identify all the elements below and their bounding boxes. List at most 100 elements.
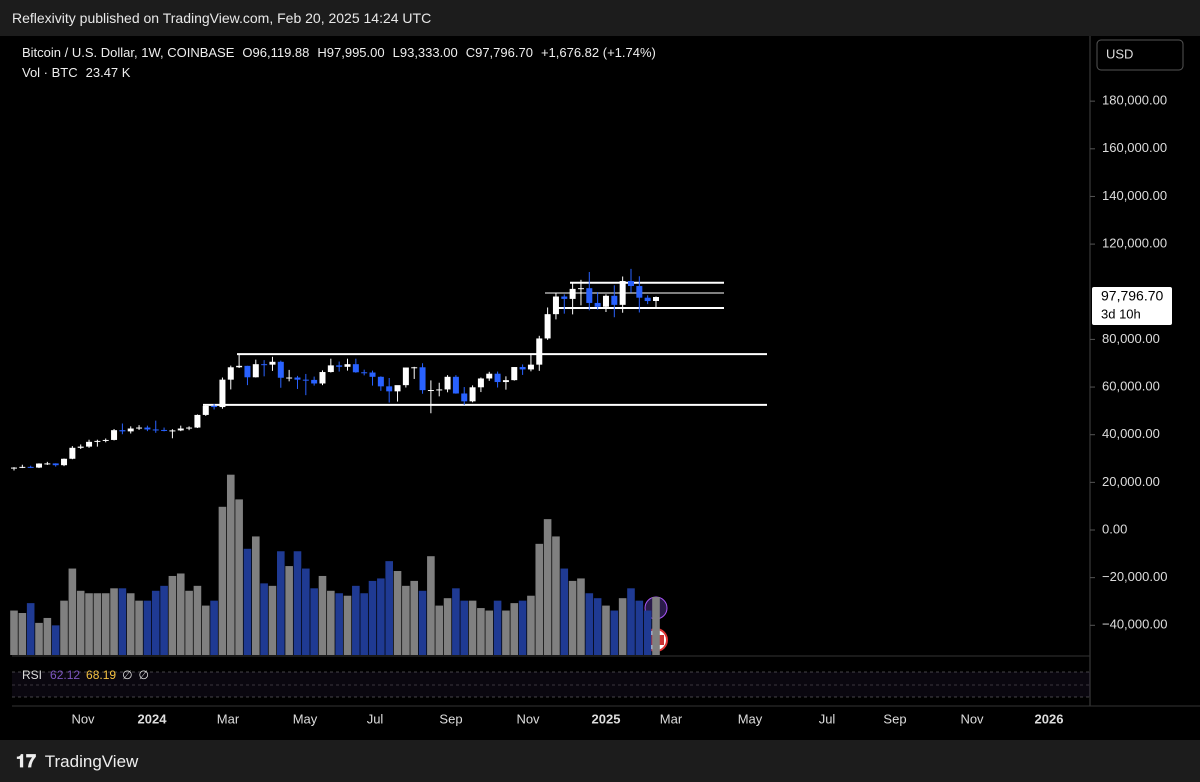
time-label: Sep: [439, 711, 462, 726]
candle-body: [627, 281, 634, 287]
candle-body: [177, 428, 184, 431]
symbol: Bitcoin / U.S. Dollar, 1W, COINBASE: [22, 45, 235, 60]
volume-bar: [385, 561, 393, 655]
volume-bar: [26, 603, 35, 655]
logo: 𝟏𝟕: [16, 751, 37, 771]
volume-bar: [443, 598, 452, 655]
rsi-extra: ∅: [122, 668, 132, 682]
candle-body: [352, 364, 359, 373]
brand: TradingView: [44, 752, 139, 771]
candle-body: [577, 288, 584, 290]
candle-body: [61, 458, 68, 466]
candle-body: [44, 463, 51, 465]
price-label: 120,000.00: [1102, 236, 1167, 251]
time-label: Jul: [367, 711, 384, 726]
volume-bar: [552, 536, 560, 655]
candle-body: [636, 286, 643, 298]
candle-body: [102, 439, 109, 441]
volume-bar: [318, 575, 327, 655]
candle-body: [411, 367, 418, 369]
volume-bar: [418, 590, 427, 655]
candle-body: [94, 440, 101, 442]
candle-body: [502, 380, 509, 383]
time-label: Nov: [960, 711, 984, 726]
candle-body: [369, 372, 376, 377]
volume-bar: [593, 598, 602, 655]
open: O96,119.88: [242, 45, 309, 60]
volume-bar: [43, 617, 52, 655]
candle-body: [77, 446, 84, 448]
rsi-legend: RSI 62.12 68.19 ∅ ∅: [22, 668, 149, 682]
candle-body: [69, 447, 76, 459]
candle-body: [552, 296, 559, 315]
volume-bar: [477, 608, 485, 655]
volume-bar: [518, 600, 527, 655]
volume-bar: [210, 600, 218, 655]
volume-bar: [176, 573, 185, 655]
candle-body: [152, 429, 159, 431]
volume-bar: [402, 585, 410, 655]
currency-button[interactable]: [1096, 39, 1184, 71]
volume-bar: [460, 600, 469, 655]
volume-bar: [543, 519, 552, 655]
time-label: Sep: [883, 711, 906, 726]
volume-bar: [201, 605, 210, 655]
candle-body: [444, 376, 451, 390]
price-label: 180,000.00: [1102, 93, 1167, 108]
volume-bar: [377, 578, 385, 655]
volume-bar: [18, 613, 27, 655]
price-label: 160,000.00: [1102, 140, 1167, 155]
volume-bar: [335, 593, 343, 655]
candle-body: [377, 376, 384, 387]
candle-body: [236, 365, 243, 368]
volume-bar: [235, 499, 243, 655]
volume-bar: [293, 551, 302, 655]
high: H97,995.00: [317, 45, 384, 60]
candle-body: [219, 379, 226, 408]
volume-bar: [226, 474, 235, 655]
volume-bar: [452, 588, 460, 655]
volume-bar: [143, 600, 152, 655]
candle-body: [494, 373, 501, 383]
vol-label: Vol · BTC: [22, 65, 78, 80]
volume-bar: [502, 610, 510, 655]
candle-body: [244, 365, 251, 378]
time-label: Nov: [516, 711, 540, 726]
publish-text: Reflexivity published on TradingView.com…: [12, 10, 432, 26]
volume-bar: [285, 566, 293, 655]
candle-body: [19, 466, 26, 468]
candle-body: [27, 466, 34, 468]
volume-bar: [343, 595, 352, 655]
candle-body: [327, 365, 334, 373]
candle-body: [11, 467, 17, 469]
candle-body: [161, 429, 168, 431]
price-tag-label: 97,796.70: [1101, 288, 1163, 304]
volume-bar: [535, 543, 544, 655]
time-label: 2025: [592, 711, 621, 726]
candle-body: [653, 296, 659, 301]
candle-body: [36, 463, 43, 468]
volume-bar: [85, 593, 93, 655]
price-label: −40,000.00: [1102, 617, 1167, 632]
volume-bar: [527, 595, 535, 655]
time-label: Jul: [819, 711, 836, 726]
candle-body: [269, 361, 276, 365]
candle-body: [111, 430, 118, 440]
candle-body: [469, 387, 476, 402]
change: +1,676.82 (+1.74%): [541, 45, 656, 60]
candle-body: [419, 367, 426, 391]
chart: USD Bitcoin / U.S. Dollar, 1W, COINBASE O…: [0, 36, 1200, 740]
candle-body: [227, 367, 234, 380]
candle-body: [586, 288, 593, 303]
legend-volume: Vol · BTC 23.47 K: [22, 65, 131, 80]
volume-bar: [627, 588, 635, 655]
low: L93,333.00: [393, 45, 458, 60]
volume-bar: [35, 622, 43, 655]
time-label: May: [293, 711, 318, 726]
volume-bar: [60, 600, 68, 655]
candle-body: [402, 367, 409, 386]
volume-bar: [135, 600, 143, 655]
volume-bar: [577, 578, 585, 655]
volume-bar: [76, 590, 85, 655]
candle-body: [194, 414, 201, 428]
